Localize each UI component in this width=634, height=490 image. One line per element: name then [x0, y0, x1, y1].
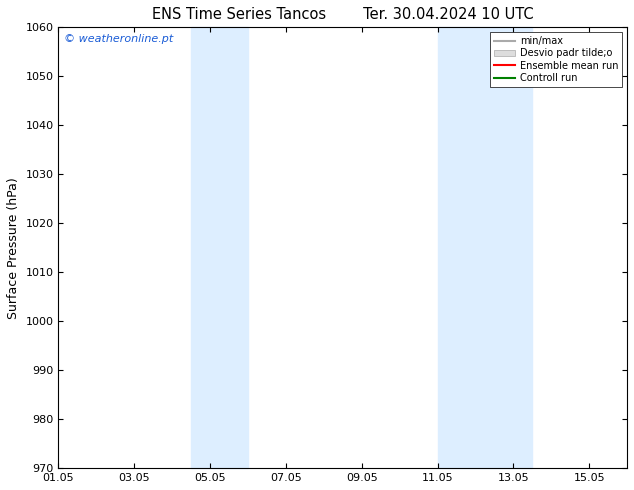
Legend: min/max, Desvio padr tilde;o, Ensemble mean run, Controll run: min/max, Desvio padr tilde;o, Ensemble m…	[489, 32, 622, 87]
Text: © weatheronline.pt: © weatheronline.pt	[64, 34, 174, 44]
Y-axis label: Surface Pressure (hPa): Surface Pressure (hPa)	[7, 177, 20, 318]
Title: ENS Time Series Tancos        Ter. 30.04.2024 10 UTC: ENS Time Series Tancos Ter. 30.04.2024 1…	[152, 7, 534, 22]
Bar	[437, 27, 533, 468]
Bar	[191, 27, 248, 468]
